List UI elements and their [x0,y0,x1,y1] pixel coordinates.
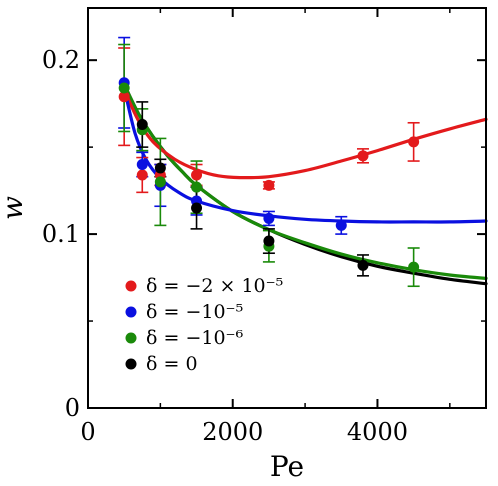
fit-curve [122,82,488,286]
legend-marker [125,280,137,292]
fit-curve [122,82,488,280]
y-tick-label: 0.1 [42,220,80,248]
data-point [408,136,420,148]
fit-curves [122,82,488,286]
fit-curve [122,86,488,224]
data-point [263,235,275,247]
legend-label: δ = −10⁻⁶ [146,327,244,349]
data-point [357,150,369,162]
y-tick-label: 0.2 [42,46,80,74]
data-point [191,169,203,181]
data-point [118,91,130,103]
x-tick-label: 4000 [347,418,408,446]
data-point [136,119,148,131]
data-point [191,202,203,214]
data-point [154,162,166,174]
legend-label: δ = −2 × 10⁻⁵ [146,275,283,297]
data-point [191,181,203,193]
data-point [263,179,275,191]
x-tick-label: 2000 [202,418,263,446]
data-point [335,219,347,231]
legend-marker [125,332,137,344]
y-axis-label: w [0,196,29,220]
fit-curve [122,88,488,180]
data-points [118,77,420,273]
y-tick-label: 0 [65,394,80,422]
legend-label: δ = −10⁻⁵ [146,301,243,323]
legend-marker [125,358,137,370]
y-axis-ticks: 0 0.1 0.2 [42,46,486,422]
legend-label: δ = 0 [146,353,198,375]
data-point [154,176,166,188]
data-point [408,261,420,273]
legend: δ = −2 × 10⁻⁵ δ = −10⁻⁵ δ = −10⁻⁶ δ = 0 [125,275,283,375]
data-point [136,159,148,171]
x-axis-ticks: 0 2000 4000 [80,8,451,446]
data-point [136,169,148,181]
legend-marker [125,306,137,318]
data-point [118,82,130,94]
plot-frame [87,7,487,409]
x-axis-label: Pe [270,450,304,483]
data-point [357,259,369,271]
data-point [263,212,275,224]
x-tick-label: 0 [80,418,95,446]
